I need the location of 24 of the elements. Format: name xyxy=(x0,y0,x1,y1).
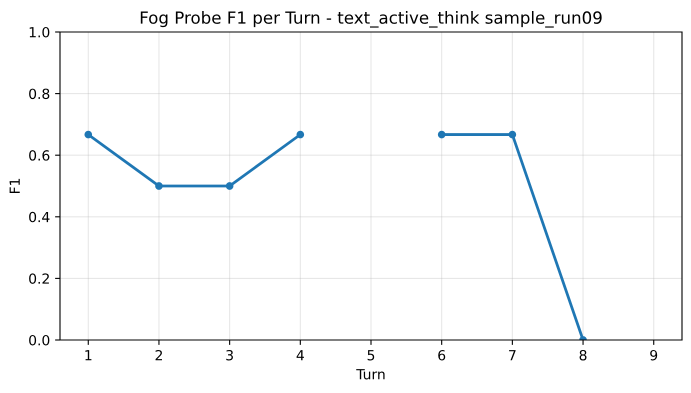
x-tick-label: 2 xyxy=(156,350,162,360)
y-tick-label: 0.0 xyxy=(29,334,50,346)
x-tick-label: 8 xyxy=(580,350,587,360)
x-axis-title: Turn xyxy=(356,369,385,380)
x-tick-label: 1 xyxy=(85,350,92,360)
point xyxy=(438,130,446,138)
point xyxy=(508,130,516,138)
point xyxy=(296,130,304,138)
x-tick-label: 7 xyxy=(509,350,516,360)
y-tick-label: 0.8 xyxy=(29,88,50,100)
x-tick-label: 4 xyxy=(296,350,304,360)
y-axis-title: F1 xyxy=(10,178,20,194)
x-tick-label: 9 xyxy=(650,350,658,360)
y-tick-label: 0.2 xyxy=(29,273,49,284)
chart-title: Fog Probe F1 per Turn - text_active_think sample_run09 xyxy=(140,11,602,28)
point xyxy=(155,182,163,190)
x-tick-label: 3 xyxy=(226,350,233,360)
x-tick-label: 6 xyxy=(438,350,446,360)
y-tick-label: 0.4 xyxy=(29,212,50,222)
x-tick-label: 5 xyxy=(368,350,374,360)
y-tick-label: 1.0 xyxy=(30,26,50,38)
point xyxy=(226,182,234,190)
point xyxy=(84,130,92,138)
y-tick-label: 0.6 xyxy=(29,150,50,161)
